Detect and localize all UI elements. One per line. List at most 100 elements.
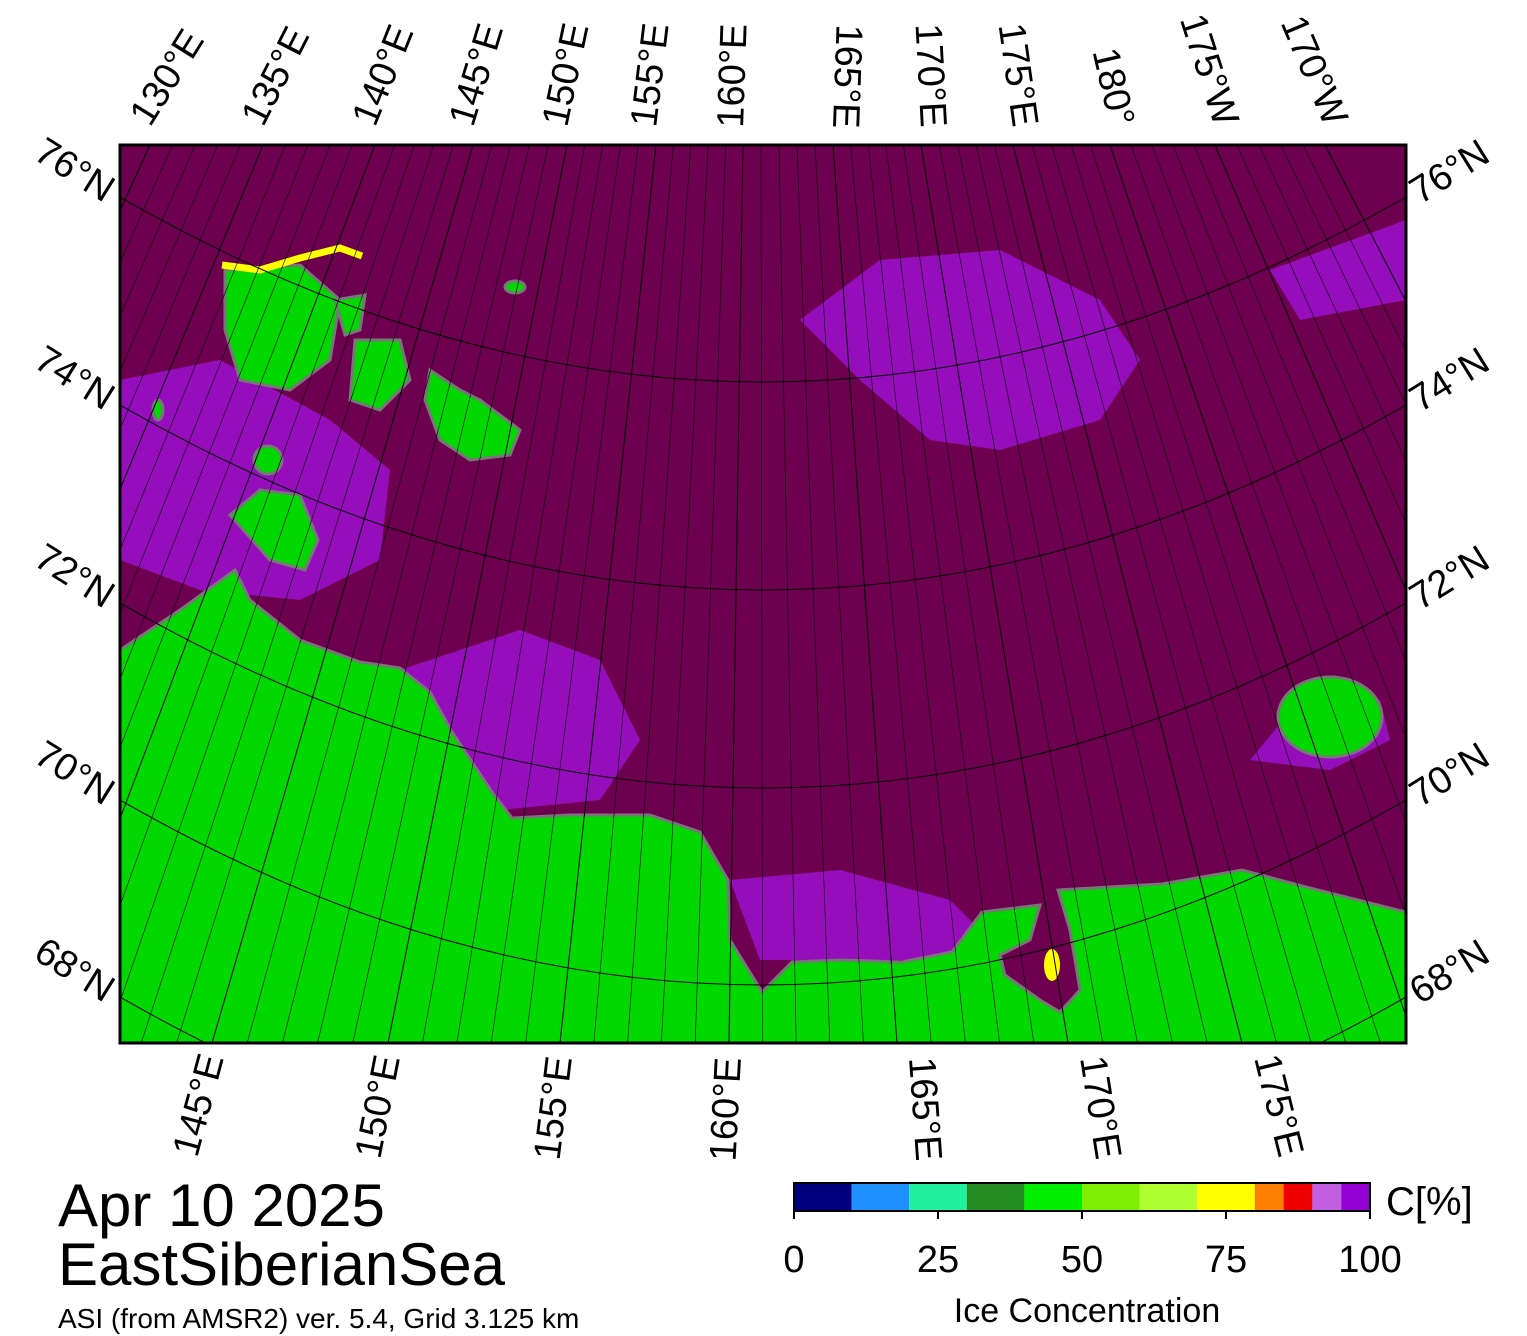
bottom-lon-label: 160°E [703, 1056, 750, 1162]
left-lat-label: 68°N [27, 930, 121, 1011]
colorbar-tick-label: 0 [783, 1239, 804, 1281]
meridian-minor [975, 145, 1173, 1043]
meridian-minor [593, 145, 674, 1043]
meridian-minor [176, 145, 454, 1043]
meridian [1324, 145, 1406, 303]
meridian-minor [352, 145, 549, 1043]
colorbar-segment [1283, 1183, 1313, 1211]
meridian-minor [120, 145, 331, 681]
bottom-lon-label: 165°E [900, 1056, 949, 1163]
top-lon-label: 170°E [907, 22, 954, 128]
meridian-minor [1280, 145, 1406, 405]
meridian-minor [490, 145, 621, 1043]
meridian-minor [903, 145, 1035, 1043]
islands [151, 263, 1384, 759]
meridian-minor [120, 145, 196, 317]
meridian [1012, 145, 1243, 1043]
region: EastSiberianSea [58, 1231, 506, 1298]
top-lon-label: 150°E [535, 19, 598, 129]
top-lon-label: 160°E [710, 23, 756, 128]
meridian-minor [422, 145, 586, 1043]
colorbar-segment [1312, 1183, 1342, 1211]
meridian-minor [1051, 145, 1312, 1043]
meridian-minor [140, 145, 435, 1043]
meridian-minor [246, 145, 493, 1043]
meridian-minor [1236, 145, 1406, 525]
meridian [728, 145, 744, 1043]
meridian [920, 145, 1069, 1043]
meridian-minor [850, 145, 932, 1043]
meridian-minor [939, 145, 1104, 1043]
meridian-minor [120, 145, 309, 615]
date: Apr 10 2025 [58, 1172, 385, 1239]
colorbar-tick-label: 50 [1061, 1239, 1103, 1281]
colorbar-segment [1197, 1183, 1255, 1211]
meridian-minor [1090, 145, 1381, 1043]
colorbar-tick-label: 25 [917, 1239, 959, 1281]
top-lon-label: 140°E [344, 19, 422, 131]
map-area [120, 145, 1406, 1043]
parallel [120, 196, 1406, 383]
bottom-lon-label: 155°E [527, 1054, 581, 1162]
left-lat-label: 72°N [27, 536, 121, 617]
colorbar: 0 25 50 75 100 [783, 1182, 1402, 1281]
meridian-minor [957, 145, 1138, 1043]
parallel [120, 602, 1406, 789]
meridian [832, 145, 898, 1043]
colorbar-unit: C[%] [1386, 1180, 1473, 1224]
meridian-minor [1302, 145, 1406, 352]
graticule [120, 145, 1406, 1043]
meridian-minor [1258, 145, 1406, 463]
colorbar-segment [794, 1183, 852, 1211]
meridian-minor [120, 145, 219, 373]
top-lon-label: 135°E [234, 20, 319, 132]
meridian-minor [778, 145, 797, 1043]
meridian-minor [1032, 145, 1277, 1043]
colorbar-tick-label: 100 [1338, 1239, 1401, 1281]
top-lon-label: 175°E [990, 20, 1046, 129]
meridian-minor [994, 145, 1208, 1043]
meridian-minor [282, 145, 511, 1043]
meridian-minor [120, 145, 395, 907]
meridian-minor [760, 145, 763, 1043]
meridian [211, 145, 474, 1043]
colorbar-segment [851, 1183, 910, 1211]
meridian [120, 145, 264, 491]
colorbar-segment [966, 1183, 1025, 1211]
colorbar-tick-label: 75 [1205, 1239, 1247, 1281]
meridian-minor [120, 145, 286, 552]
meridian-minor [627, 145, 692, 1043]
colorbar-segment [1139, 1183, 1198, 1211]
meridian [120, 145, 376, 820]
meridian-minor [456, 145, 603, 1043]
meridian-minor [1070, 145, 1347, 1043]
right-lat-label: 74°N [1403, 340, 1497, 421]
colorbar-segment [1082, 1183, 1140, 1211]
top-lon-label: 165°E [824, 24, 870, 129]
meridian-minor [796, 145, 831, 1043]
top-lon-label: 175°W [1171, 9, 1246, 131]
meridian [1214, 145, 1406, 592]
right-lat-label: 76°N [1403, 132, 1497, 213]
meridian-minor [1151, 145, 1406, 823]
right-lat-label: 70°N [1403, 735, 1497, 816]
bottom-lon-label: 170°E [1071, 1053, 1129, 1162]
bottom-lon-label: 145°E [165, 1049, 232, 1160]
parallel [120, 404, 1406, 591]
meridian-minor [120, 145, 353, 749]
meridian [559, 145, 657, 1043]
colorbar-label: Ice Concentration [954, 1292, 1221, 1330]
meridian [1109, 145, 1406, 1019]
left-lat-label: 76°N [27, 130, 121, 211]
meridian-minor [1172, 145, 1406, 739]
meridian-minor [120, 145, 241, 430]
top-lon-label: 145°E [441, 19, 512, 131]
bottom-lon-label: 150°E [348, 1052, 409, 1162]
parallel [120, 799, 1406, 986]
bottom-lon-label: 175°E [1245, 1050, 1311, 1161]
map-frame [118, 143, 1408, 1045]
meridian-minor [885, 145, 1000, 1043]
source: ASI (from AMSR2) ver. 5.4, Grid 3.125 km [58, 1303, 579, 1334]
